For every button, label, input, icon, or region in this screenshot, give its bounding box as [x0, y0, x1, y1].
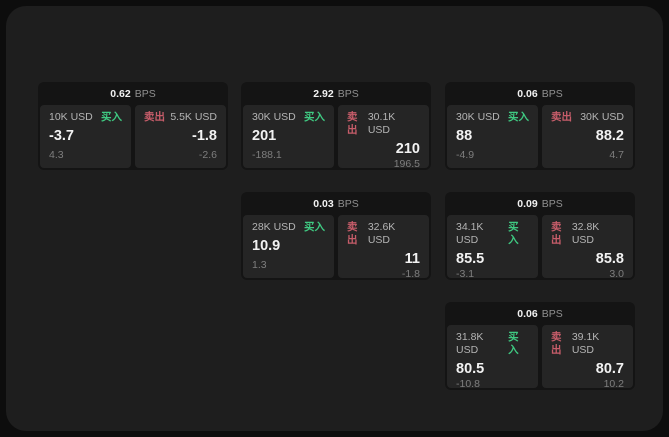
- buy-sub-value: 1.3: [252, 259, 267, 271]
- buy-price: 10.9: [252, 238, 281, 254]
- bps-unit-label: BPS: [541, 87, 563, 100]
- sell-side-label: 卖出: [551, 111, 572, 123]
- sell-price: 210: [395, 141, 420, 157]
- sell-amount: 32.8K USD: [571, 221, 600, 246]
- bps-value: 2.92: [313, 87, 334, 100]
- bps-unit-label: BPS: [134, 87, 156, 100]
- buy-sub-value: -4.9: [456, 149, 475, 161]
- app-window: 0.62 BPS 10K USD 买入 -3.7 4.3 卖出 5.5K USD…: [6, 6, 663, 431]
- sell-tile[interactable]: 卖出 32.6K USD 11 -1.8: [338, 215, 429, 280]
- sell-price: 88.2: [595, 128, 624, 144]
- buy-side-label: 买入: [304, 111, 325, 123]
- quote-tiles: 31.8K USD 买入 80.5 -10.8 卖出 39.1K USD 80.…: [447, 325, 633, 390]
- quote-tiles: 34.1K USD 买入 85.5 -3.1 卖出 32.8K USD 85.8…: [447, 215, 633, 280]
- buy-tile[interactable]: 28K USD 买入 10.9 1.3: [243, 215, 334, 278]
- sell-side-label: 卖出: [144, 111, 165, 123]
- sell-sub-value: 196.5: [393, 158, 420, 170]
- buy-amount: 31.8K USD: [456, 331, 484, 356]
- buy-tile[interactable]: 10K USD 买入 -3.7 4.3: [40, 105, 131, 168]
- bps-value: 0.03: [313, 197, 334, 210]
- bps-header: 2.92 BPS: [241, 82, 431, 105]
- buy-amount: 30K USD: [456, 111, 500, 123]
- sell-tile[interactable]: 卖出 5.5K USD -1.8 -2.6: [135, 105, 226, 168]
- bps-value: 0.06: [517, 87, 538, 100]
- buy-side-label: 买入: [101, 111, 122, 123]
- quote-tiles: 30K USD 买入 88 -4.9 卖出 30K USD 88.2 4.7: [447, 105, 633, 168]
- bps-unit-label: BPS: [337, 87, 359, 100]
- buy-side-label: 买入: [304, 221, 325, 233]
- bps-header: 0.62 BPS: [38, 82, 228, 105]
- bps-unit-label: BPS: [541, 307, 563, 320]
- buy-tile[interactable]: 31.8K USD 买入 80.5 -10.8: [447, 325, 538, 390]
- bps-value: 0.62: [110, 87, 131, 100]
- bps-header: 0.09 BPS: [445, 192, 635, 215]
- sell-side-label: 卖出: [551, 221, 562, 246]
- buy-price: 201: [252, 128, 277, 144]
- sell-tile[interactable]: 卖出 30.1K USD 210 196.5: [338, 105, 429, 170]
- quote-tiles: 10K USD 买入 -3.7 4.3 卖出 5.5K USD -1.8 -2.…: [40, 105, 226, 168]
- sell-price: 11: [404, 251, 420, 267]
- buy-sub-value: 4.3: [49, 149, 64, 161]
- bps-unit-label: BPS: [337, 197, 359, 210]
- bps-value: 0.09: [517, 197, 538, 210]
- quote-card: 0.09 BPS 34.1K USD 买入 85.5 -3.1 卖出 32.8K…: [445, 192, 635, 280]
- sell-tile[interactable]: 卖出 32.8K USD 85.8 3.0: [542, 215, 633, 280]
- buy-tile[interactable]: 34.1K USD 买入 85.5 -3.1: [447, 215, 538, 280]
- sell-sub-value: 4.7: [609, 149, 624, 161]
- quote-card: 2.92 BPS 30K USD 买入 201 -188.1 卖出 30.1K …: [241, 82, 431, 170]
- buy-side-label: 买入: [508, 111, 529, 123]
- sell-price: 85.8: [595, 251, 624, 267]
- bps-value: 0.06: [517, 307, 538, 320]
- buy-tile[interactable]: 30K USD 买入 201 -188.1: [243, 105, 334, 168]
- quote-card: 0.06 BPS 31.8K USD 买入 80.5 -10.8 卖出 39.1…: [445, 302, 635, 390]
- buy-amount: 30K USD: [252, 111, 296, 123]
- bps-unit-label: BPS: [541, 197, 563, 210]
- sell-amount: 5.5K USD: [170, 111, 217, 123]
- quote-tiles: 28K USD 买入 10.9 1.3 卖出 32.6K USD 11 -1.8: [243, 215, 429, 280]
- buy-sub-value: -188.1: [252, 149, 282, 161]
- buy-price: 85.5: [456, 251, 485, 267]
- quote-card: 0.06 BPS 30K USD 买入 88 -4.9 卖出 30K USD 8…: [445, 82, 635, 170]
- buy-price: 88: [456, 128, 473, 144]
- sell-side-label: 卖出: [347, 111, 358, 136]
- sell-sub-value: -1.8: [401, 268, 420, 280]
- buy-sub-value: -3.1: [456, 268, 475, 280]
- sell-side-label: 卖出: [347, 221, 358, 246]
- sell-sub-value: -2.6: [198, 149, 217, 161]
- buy-tile[interactable]: 30K USD 买入 88 -4.9: [447, 105, 538, 168]
- quote-card: 0.62 BPS 10K USD 买入 -3.7 4.3 卖出 5.5K USD…: [38, 82, 228, 170]
- sell-amount: 39.1K USD: [571, 331, 600, 356]
- sell-amount: 32.6K USD: [367, 221, 396, 246]
- bps-header: 0.06 BPS: [445, 302, 635, 325]
- sell-tile[interactable]: 卖出 39.1K USD 80.7 10.2: [542, 325, 633, 390]
- sell-price: 80.7: [595, 361, 624, 377]
- buy-side-label: 买入: [508, 221, 519, 246]
- sell-amount: 30.1K USD: [367, 111, 396, 136]
- sell-side-label: 卖出: [551, 331, 562, 356]
- buy-sub-value: -10.8: [456, 378, 480, 390]
- sell-sub-value: 3.0: [609, 268, 624, 280]
- sell-tile[interactable]: 卖出 30K USD 88.2 4.7: [542, 105, 633, 168]
- buy-price: -3.7: [49, 128, 74, 144]
- bps-header: 0.06 BPS: [445, 82, 635, 105]
- buy-side-label: 买入: [508, 331, 519, 356]
- quote-card: 0.03 BPS 28K USD 买入 10.9 1.3 卖出 32.6K US…: [241, 192, 431, 280]
- sell-amount: 30K USD: [580, 111, 624, 123]
- bps-header: 0.03 BPS: [241, 192, 431, 215]
- sell-price: -1.8: [192, 128, 217, 144]
- buy-amount: 34.1K USD: [456, 221, 484, 246]
- sell-sub-value: 10.2: [603, 378, 624, 390]
- buy-amount: 10K USD: [49, 111, 93, 123]
- buy-price: 80.5: [456, 361, 485, 377]
- buy-amount: 28K USD: [252, 221, 296, 233]
- quote-tiles: 30K USD 买入 201 -188.1 卖出 30.1K USD 210 1…: [243, 105, 429, 170]
